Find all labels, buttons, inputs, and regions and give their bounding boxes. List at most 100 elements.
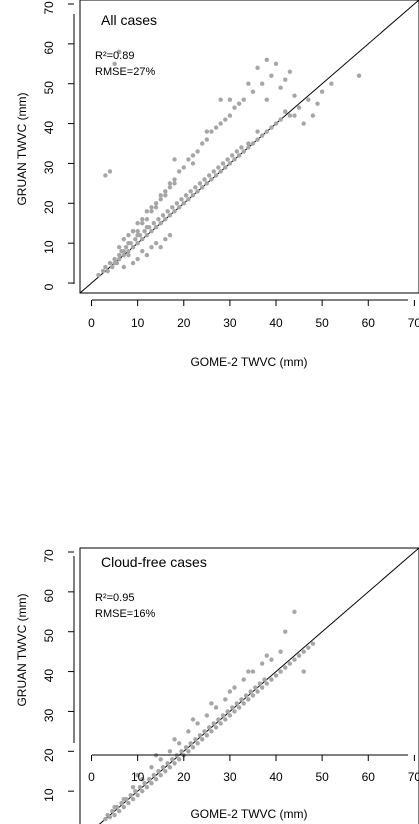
data-point bbox=[176, 741, 182, 746]
rmse-annotation: RMSE=27% bbox=[95, 66, 155, 78]
x-tick-label: 60 bbox=[362, 316, 376, 330]
data-point bbox=[163, 189, 168, 194]
data-point bbox=[269, 125, 274, 130]
data-point bbox=[130, 244, 136, 250]
data-point bbox=[255, 137, 260, 142]
y-tick-label: 20 bbox=[42, 200, 56, 214]
data-point bbox=[158, 193, 163, 198]
data-point bbox=[149, 244, 154, 250]
data-point bbox=[241, 149, 246, 154]
data-point bbox=[292, 657, 297, 662]
data-point bbox=[112, 260, 117, 266]
data-point bbox=[216, 717, 221, 722]
data-point bbox=[209, 701, 214, 706]
data-point bbox=[110, 264, 115, 270]
data-point bbox=[209, 129, 214, 134]
data-point bbox=[234, 701, 240, 706]
scatter-points bbox=[96, 49, 362, 278]
y-tick-label: 70 bbox=[42, 1, 56, 15]
x-axis-title: GOME-2 TWVC (mm) bbox=[190, 355, 307, 369]
data-point bbox=[149, 780, 154, 786]
data-point bbox=[287, 69, 293, 74]
data-point bbox=[119, 800, 124, 806]
y-tick-label: 0 bbox=[42, 283, 56, 290]
data-point bbox=[310, 113, 316, 118]
x-tick-label: 50 bbox=[315, 770, 329, 784]
data-point bbox=[153, 777, 159, 782]
data-point bbox=[232, 105, 237, 110]
rmse-annotation: RMSE=16% bbox=[95, 608, 155, 620]
data-point bbox=[135, 256, 140, 262]
data-point bbox=[190, 745, 196, 750]
data-point bbox=[227, 161, 233, 166]
data-point bbox=[306, 97, 311, 102]
data-point bbox=[103, 173, 108, 178]
data-point bbox=[202, 729, 207, 734]
data-point bbox=[172, 181, 177, 186]
data-point bbox=[259, 685, 265, 690]
panel-title: Cloud-free cases bbox=[101, 554, 207, 570]
data-point bbox=[204, 713, 210, 718]
data-point bbox=[183, 193, 189, 198]
data-point bbox=[167, 765, 173, 770]
data-point bbox=[319, 89, 325, 94]
x-tick-label: 10 bbox=[131, 316, 145, 330]
data-point bbox=[301, 649, 306, 654]
data-point bbox=[278, 649, 283, 654]
data-point bbox=[236, 101, 242, 106]
data-point bbox=[149, 205, 154, 210]
data-point bbox=[356, 73, 362, 78]
data-point bbox=[163, 236, 168, 242]
data-point bbox=[186, 729, 191, 734]
data-point bbox=[142, 229, 147, 234]
r-squared-annotation: R²=0.89 bbox=[95, 50, 134, 62]
data-point bbox=[146, 777, 152, 782]
data-point bbox=[190, 153, 196, 158]
x-tick-label: 0 bbox=[88, 770, 95, 784]
data-point bbox=[206, 725, 212, 730]
data-point bbox=[151, 773, 156, 778]
data-point bbox=[140, 221, 145, 226]
data-point bbox=[264, 681, 269, 686]
data-point bbox=[255, 65, 260, 70]
data-point bbox=[140, 217, 145, 222]
data-point bbox=[239, 145, 244, 150]
data-point bbox=[197, 733, 203, 738]
data-point bbox=[172, 209, 177, 214]
data-point bbox=[250, 693, 256, 698]
data-point bbox=[232, 157, 237, 162]
data-point bbox=[273, 61, 279, 66]
data-point bbox=[213, 125, 219, 130]
data-point bbox=[216, 165, 221, 170]
data-point bbox=[234, 149, 240, 154]
data-point bbox=[144, 252, 150, 258]
data-point bbox=[259, 133, 265, 138]
y-tick-label: 30 bbox=[42, 708, 56, 722]
data-point bbox=[209, 177, 214, 182]
x-tick-label: 30 bbox=[223, 770, 237, 784]
data-point bbox=[121, 796, 127, 802]
data-point bbox=[278, 85, 283, 90]
data-point bbox=[96, 272, 101, 278]
data-point bbox=[296, 105, 302, 110]
data-point bbox=[218, 169, 223, 174]
data-point bbox=[220, 161, 226, 166]
x-tick-label: 70 bbox=[408, 770, 419, 784]
data-point bbox=[195, 189, 200, 194]
y-tick-label: 50 bbox=[42, 629, 56, 643]
x-axis-ticks: 0 10 20 30 40 50 60 70 bbox=[88, 300, 419, 330]
data-point bbox=[135, 240, 140, 246]
y-tick-label: 10 bbox=[42, 788, 56, 802]
data-point bbox=[213, 173, 219, 178]
data-point bbox=[213, 725, 219, 730]
data-point bbox=[112, 812, 117, 818]
data-point bbox=[241, 97, 246, 102]
data-point bbox=[126, 252, 131, 258]
data-point bbox=[193, 185, 198, 190]
data-point bbox=[200, 185, 205, 190]
data-point bbox=[172, 157, 177, 162]
data-point bbox=[144, 217, 150, 222]
